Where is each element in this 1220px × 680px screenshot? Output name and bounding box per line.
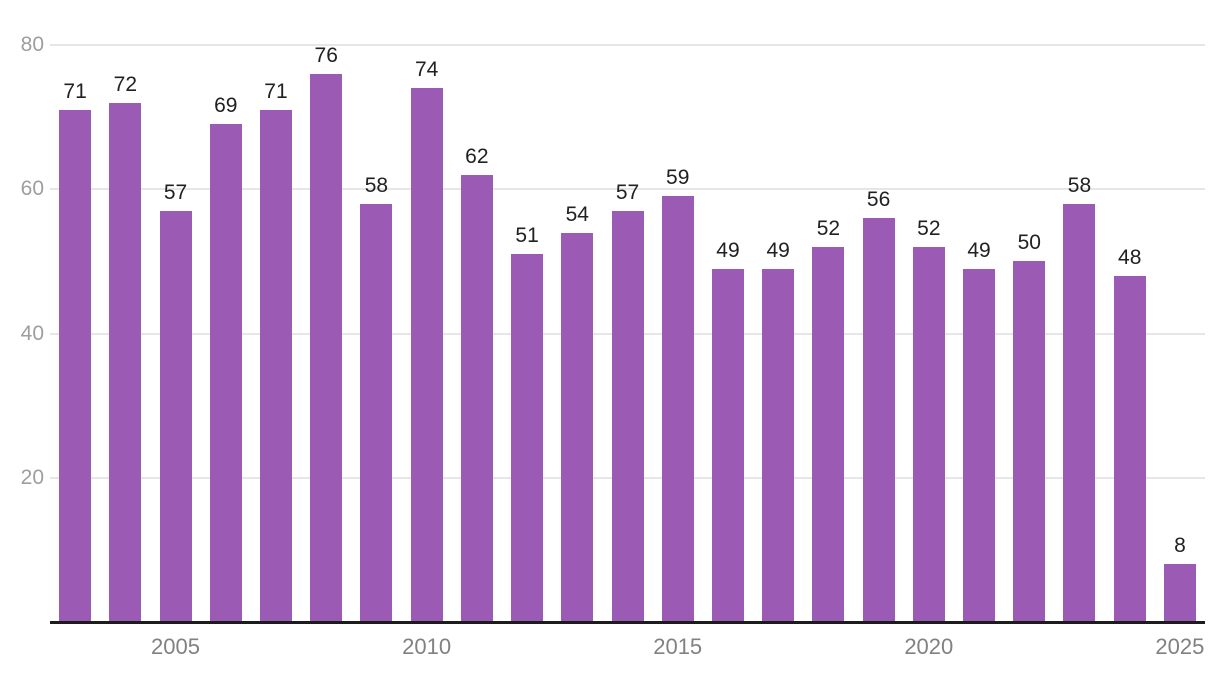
bar-value-label: 71: [63, 79, 87, 103]
bar-2011: [460, 174, 493, 622]
bar-slot-2003: 71: [50, 45, 100, 622]
bar-2009: [360, 203, 393, 622]
y-axis-tick-label: 60: [20, 177, 44, 201]
bar-value-label: 48: [1118, 245, 1142, 269]
y-axis-tick-label: 20: [20, 465, 44, 489]
bar-2021: [963, 268, 996, 622]
bar-2023: [1063, 203, 1096, 622]
gridline-y-80: [50, 44, 1205, 46]
bar-2018: [812, 246, 845, 622]
bar-slot-2013: 54: [552, 45, 602, 622]
bar-value-label: 58: [364, 173, 389, 197]
x-axis-tick-label: 2020: [904, 634, 954, 659]
bar-2003: [59, 109, 92, 622]
bar-2025: [1163, 564, 1196, 622]
gridline-y-60: [50, 188, 1205, 191]
y-axis-tick-label: 80: [20, 33, 44, 56]
bar-value-label: 51: [515, 224, 539, 248]
bar-value-label: 50: [1017, 231, 1041, 255]
bar-slot-2004: 72: [100, 45, 150, 622]
bar-value-label: 56: [866, 188, 891, 212]
bar-value-label: 69: [214, 94, 238, 118]
y-axis-tick-label: 40: [20, 321, 44, 345]
x-axis-tick-label: 2010: [402, 634, 452, 659]
bar-slot-2011: 62: [452, 45, 502, 622]
bar-slot-2023: 58: [1054, 45, 1104, 622]
bar-2017: [762, 268, 795, 622]
x-axis-tick-label: 2015: [653, 634, 703, 659]
bar-slot-2007: 71: [251, 45, 301, 622]
bar-2022: [1013, 261, 1046, 622]
bar-value-label: 58: [1067, 173, 1092, 197]
bar-2014: [611, 210, 644, 622]
bar-slot-2016: 49: [703, 45, 753, 622]
bar-value-label: 49: [967, 238, 991, 262]
bar-value-label: 72: [113, 72, 138, 96]
bar-value-label: 54: [565, 202, 589, 226]
plot-area: 71 72 57 69 71 76 58 74 62 51 54 57 59 49 49 52 56 52 49 50…: [21, 34, 1205, 658]
bar-2016: [711, 268, 744, 622]
bar-slot-2025: 8: [1155, 45, 1205, 622]
bar-slot-2010: 74: [402, 45, 452, 622]
bar-slot-2022: 50: [1004, 45, 1054, 622]
bar-value-label: 59: [666, 166, 690, 190]
bar-value-label: 49: [716, 238, 740, 262]
bar-2020: [912, 246, 945, 622]
bar-slot-2005: 57: [150, 45, 200, 622]
bar-slot-2018: 52: [803, 45, 853, 622]
bar-2010: [410, 88, 443, 622]
bar-2006: [209, 124, 242, 622]
bar-value-label: 57: [615, 180, 640, 204]
bar-value-label: 57: [163, 180, 188, 204]
x-axis-line: [50, 621, 1205, 624]
bar-slot-2017: 49: [753, 45, 803, 622]
bar-value-label: 49: [766, 238, 790, 262]
bar-value-label: 62: [465, 144, 489, 168]
bar-2007: [259, 109, 292, 622]
bar-2015: [661, 196, 694, 622]
bar-2024: [1113, 275, 1146, 622]
bar-2008: [310, 73, 343, 622]
bar-value-label: 52: [917, 216, 941, 240]
bar-slot-2009: 58: [351, 45, 401, 622]
bar-2004: [109, 102, 142, 622]
bar-slot-2020: 52: [904, 45, 954, 622]
bar-2019: [862, 218, 895, 622]
bar-slot-2015: 59: [653, 45, 703, 622]
bar-value-label: 76: [314, 43, 338, 67]
x-axis-tick-label: 2025: [1155, 634, 1205, 659]
bar-series: 71 72 57 69 71 76 58 74 62 51 54 57 59 49 49 52 56 52 49 50…: [50, 45, 1205, 622]
bar-slot-2012: 51: [502, 45, 552, 622]
bar-value-label: 74: [414, 58, 439, 82]
bar-2013: [561, 232, 594, 622]
bar-2005: [159, 210, 192, 622]
bar-slot-2024: 48: [1105, 45, 1155, 622]
bar-value-label: 52: [816, 216, 841, 240]
bar-2012: [511, 254, 544, 622]
bar-slot-2021: 49: [954, 45, 1004, 622]
bar-slot-2014: 57: [602, 45, 652, 622]
bar-value-label: 71: [264, 79, 288, 103]
bar-value-label: 8: [1174, 534, 1186, 558]
bar-slot-2008: 76: [301, 45, 351, 622]
bar-slot-2019: 56: [854, 45, 904, 622]
bar-slot-2006: 69: [201, 45, 251, 622]
x-axis-tick-label: 2005: [151, 634, 201, 659]
